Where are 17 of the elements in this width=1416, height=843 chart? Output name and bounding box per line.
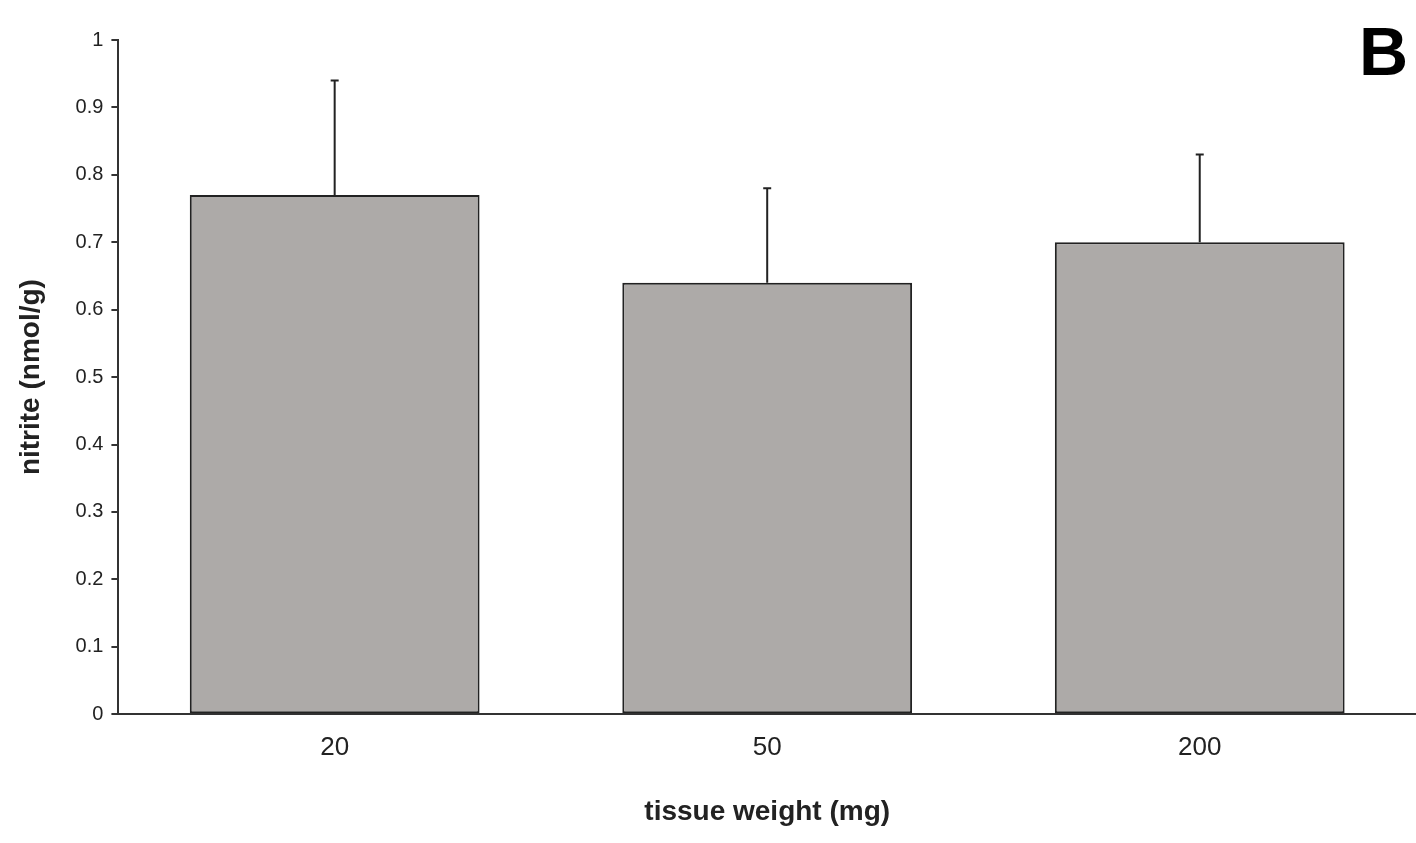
y-tick-label: 0.3 <box>75 499 104 522</box>
y-tick-label: 0.8 <box>75 162 104 185</box>
annotation: B <box>1358 12 1408 89</box>
x-tick-label: 50 <box>752 730 782 761</box>
y-axis-title: nitrite (nmol/g) <box>13 279 45 476</box>
x-tick-label: 200 <box>1178 730 1222 761</box>
y-tick-label: 0.6 <box>75 297 104 320</box>
y-tick-label: 0.9 <box>75 94 104 117</box>
x-tick-label: 20 <box>320 730 350 761</box>
y-tick-label: 0.2 <box>75 566 104 589</box>
y-tick-label: 1 <box>92 27 104 50</box>
y-tick-label: 0.5 <box>75 364 104 387</box>
y-tick-label: 0.7 <box>75 229 104 252</box>
y-tick-label: 0 <box>92 701 104 724</box>
y-tick-label: 0.1 <box>75 634 104 657</box>
x-axis-title: tissue weight (mg) <box>644 794 891 826</box>
y-tick-label: 0.4 <box>75 432 104 455</box>
